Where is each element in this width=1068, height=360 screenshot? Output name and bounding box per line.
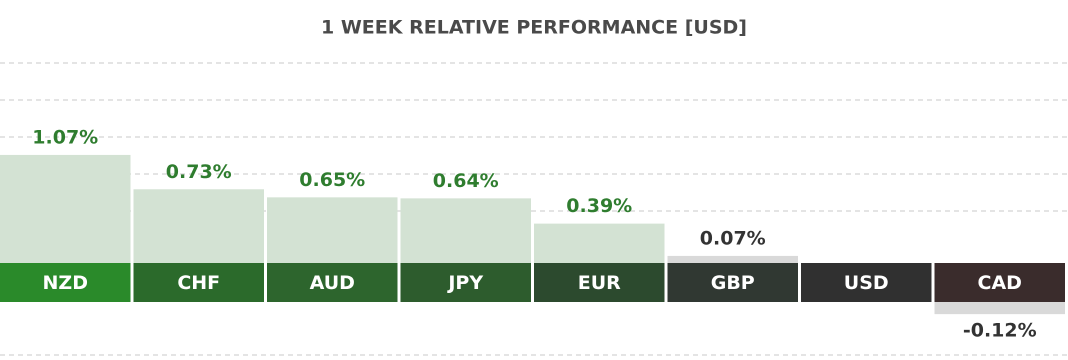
bar [667, 255, 798, 263]
category-label: JPY [446, 272, 483, 294]
bar [934, 302, 1065, 315]
category-label: USD [844, 272, 889, 294]
category-label: AUD [310, 272, 355, 294]
value-label: 0.73% [166, 161, 232, 183]
category-strip [400, 263, 531, 302]
value-label: 0.64% [433, 170, 499, 192]
bar [267, 197, 398, 263]
category-strip [534, 263, 665, 302]
value-label: 0.65% [299, 169, 365, 191]
category-strip [267, 263, 398, 302]
category-label: GBP [711, 272, 755, 294]
value-label: 0.39% [566, 195, 632, 217]
category-label: CHF [177, 272, 220, 294]
category-label: CAD [978, 272, 1022, 294]
bar [0, 154, 131, 263]
value-label: -0.12% [963, 320, 1037, 342]
bar [133, 189, 264, 263]
category-strip [801, 263, 932, 302]
bar [400, 198, 531, 263]
category-strip [0, 263, 131, 302]
category-strip [934, 263, 1065, 302]
value-label: 1.07% [32, 126, 98, 148]
value-label: 0.07% [700, 227, 766, 249]
chart-title: 1 WEEK RELATIVE PERFORMANCE [USD] [321, 17, 747, 39]
category-label: EUR [578, 272, 621, 294]
bar [534, 223, 665, 263]
category-label: NZD [43, 272, 88, 294]
category-strip [133, 263, 264, 302]
category-strip [667, 263, 798, 302]
